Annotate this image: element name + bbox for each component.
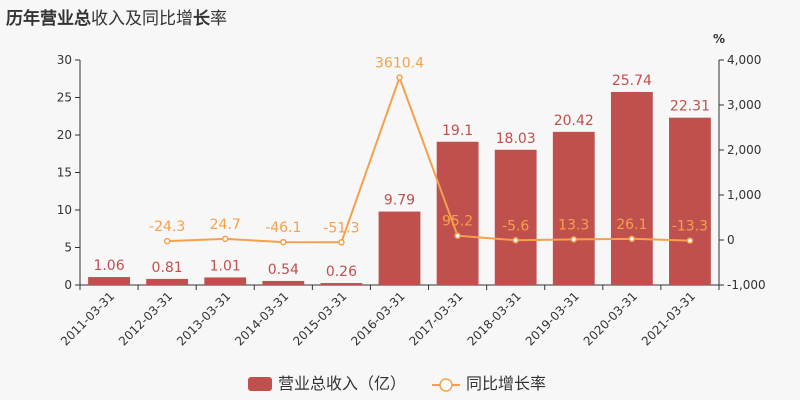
bar-value-label: 1.01 — [210, 258, 241, 274]
x-tick-label: 2017-03-31 — [406, 289, 465, 348]
right-tick-label: 4,000 — [727, 53, 761, 67]
x-tick-label: 2019-03-31 — [523, 289, 582, 348]
growth-value-label: -13.3 — [672, 219, 708, 235]
right-tick-label: 3,000 — [727, 98, 761, 112]
bar-value-label: 9.79 — [384, 193, 415, 209]
bar — [262, 280, 305, 285]
bar — [204, 277, 247, 285]
left-tick-label: 20 — [57, 128, 72, 142]
x-tick-label: 2012-03-31 — [116, 289, 175, 348]
growth-value-label: -5.6 — [502, 218, 529, 234]
bar-value-label: 18.03 — [496, 131, 536, 147]
growth-value-label: -51.3 — [323, 220, 359, 236]
growth-value-label: 95.2 — [442, 214, 473, 230]
right-tick-label: 2,000 — [727, 143, 761, 157]
x-tick-label: 2020-03-31 — [581, 289, 640, 348]
bar — [88, 277, 130, 285]
bar — [146, 278, 189, 285]
growth-point — [570, 236, 578, 243]
bar — [378, 211, 421, 285]
growth-value-label: 24.7 — [210, 217, 241, 233]
right-tick-label: 0 — [727, 233, 735, 247]
left-tick-label: 15 — [57, 166, 72, 180]
x-tick-label: 2013-03-31 — [174, 289, 233, 348]
growth-value-label: -46.1 — [265, 220, 301, 236]
growth-value-label: 3610.4 — [375, 56, 424, 72]
bar-value-label: 1.06 — [93, 258, 124, 274]
title-part: 收入及同比增 — [91, 9, 193, 29]
x-tick-label: 2021-03-31 — [639, 289, 698, 348]
bar — [494, 149, 537, 285]
growth-value-label: -24.3 — [149, 219, 185, 235]
growth-value-label: 13.3 — [558, 217, 589, 233]
growth-point — [280, 238, 287, 246]
title-part: 营业总 — [40, 9, 91, 29]
bar-value-label: 25.74 — [612, 73, 652, 89]
title-part: 率 — [210, 9, 227, 29]
bar-value-label: 22.31 — [670, 99, 710, 115]
growth-line — [167, 74, 690, 244]
right-axis-unit: % — [713, 32, 725, 46]
bar — [436, 141, 479, 285]
growth-point — [396, 74, 403, 81]
growth-point — [338, 239, 345, 246]
growth-point — [454, 232, 461, 239]
legend-bar-label: 营业总收入（亿） — [278, 374, 406, 393]
chart-title: 历年营业总收入及同比增长率 — [6, 4, 227, 29]
bar — [610, 91, 653, 285]
bar — [669, 117, 711, 285]
right-tick-label: 1,000 — [727, 188, 761, 202]
growth-point — [686, 237, 694, 244]
bar-value-label: 19.1 — [442, 123, 473, 139]
left-tick-label: 30 — [57, 53, 72, 67]
left-tick-label: 0 — [64, 278, 72, 292]
bar-value-label: 0.81 — [152, 260, 183, 276]
bar-value-label: 0.26 — [326, 264, 357, 280]
x-tick-label: 2015-03-31 — [290, 289, 349, 348]
left-tick-label: 10 — [57, 203, 72, 217]
x-tick-label: 2014-03-31 — [232, 289, 291, 348]
growth-point — [163, 237, 171, 245]
legend-line-marker — [439, 378, 453, 392]
bar — [552, 131, 595, 285]
x-tick-label: 2016-03-31 — [348, 289, 407, 348]
bar — [320, 283, 363, 285]
x-tick-label: 2011-03-31 — [58, 289, 117, 348]
growth-value-label: 26.1 — [616, 217, 647, 233]
right-tick-label: -1,000 — [727, 278, 766, 292]
x-tick-label: 2018-03-31 — [465, 289, 524, 348]
left-tick-label: 25 — [57, 91, 72, 105]
title-part: 历年 — [6, 9, 40, 29]
growth-point — [628, 235, 636, 243]
growth-point — [512, 237, 519, 244]
bar-value-label: 20.42 — [554, 113, 594, 129]
left-tick-label: 5 — [64, 241, 72, 255]
growth-point — [221, 235, 229, 243]
legend-bar-swatch — [248, 377, 272, 391]
bar-value-label: 0.54 — [268, 262, 299, 278]
legend-line-label: 同比增长率 — [466, 374, 546, 393]
title-part: 长 — [193, 9, 210, 29]
